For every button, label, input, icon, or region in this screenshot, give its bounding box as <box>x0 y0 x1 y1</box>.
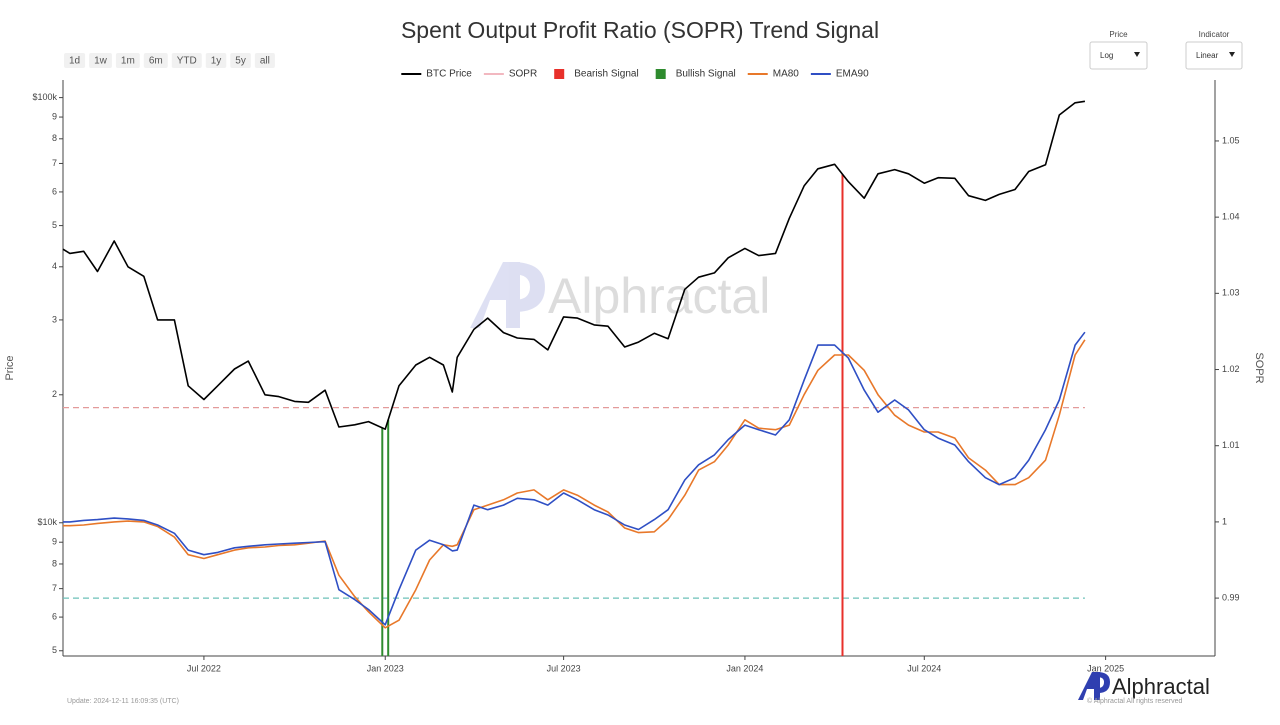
y-tick-label: 8 <box>52 133 57 143</box>
x-tick-label: Jul 2023 <box>547 663 581 673</box>
y-tick-label: 7 <box>52 158 57 168</box>
range-button-bg <box>230 53 251 68</box>
y2-tick-label: 0.99 <box>1222 592 1240 602</box>
range-button-bg <box>171 53 202 68</box>
brand-logo: Alphractal <box>1078 672 1210 700</box>
range-button-bg <box>64 53 86 68</box>
series-line <box>62 100 1086 430</box>
watermark: Alphractal <box>470 262 770 328</box>
x-tick-label: Jul 2024 <box>907 663 941 673</box>
y-tick-label: 2 <box>52 389 57 399</box>
range-button[interactable]: all <box>254 53 275 68</box>
y2-axis-label: SOPR <box>1253 352 1265 383</box>
range-button-bg <box>205 53 227 68</box>
x-tick-label: Jan 2025 <box>1087 663 1124 673</box>
y-tick-label: 3 <box>52 314 57 324</box>
legend-swatch <box>655 69 666 79</box>
y-tick-label: $10k <box>37 517 57 527</box>
dropdown-value: Linear <box>1196 51 1219 60</box>
legend-label: EMA90 <box>836 69 869 80</box>
series-line <box>63 339 1086 629</box>
y2-tick-label: 1.01 <box>1222 440 1240 450</box>
update-note: Update: 2024-12-11 16:09:35 (UTC) <box>67 698 179 705</box>
x-tick-label: Jan 2024 <box>726 663 763 673</box>
control-label: Indicator <box>1199 30 1230 39</box>
y-tick-label: 5 <box>52 645 57 655</box>
brand-text: Alphractal <box>1112 674 1210 699</box>
y-tick-label: 9 <box>52 537 57 547</box>
y-tick-label: 9 <box>52 111 57 121</box>
y2-tick-label: 1.03 <box>1222 288 1240 298</box>
legend: BTC Price SOPR Bearish Signal Bullish Signa… <box>401 69 869 80</box>
range-button-label: 1y <box>211 56 222 67</box>
legend-label: Bearish Signal <box>574 69 638 80</box>
range-button-label: 1d <box>69 56 80 67</box>
y2-tick-label: 1.04 <box>1222 212 1240 222</box>
dropdown-arrow <box>1229 52 1235 57</box>
dropdown-box <box>1185 41 1243 70</box>
y2-tick-label: 1.05 <box>1222 135 1240 145</box>
legend-label: MA80 <box>773 69 800 80</box>
y2-tick-label: 1 <box>1222 516 1227 526</box>
range-button-bg <box>89 53 112 68</box>
range-button[interactable]: YTD <box>171 53 202 68</box>
chart-title: Spent Output Profit Ratio (SOPR) Trend S… <box>401 17 879 43</box>
y-tick-label: 5 <box>52 220 57 230</box>
x-tick-label: Jul 2022 <box>187 663 221 673</box>
range-button-label: 1m <box>121 56 135 67</box>
dropdown[interactable]: Linear <box>1185 41 1243 70</box>
control-label: Price <box>1109 30 1128 39</box>
range-button-label: 6m <box>149 56 163 67</box>
dropdown-value: Log <box>1100 51 1113 60</box>
range-button[interactable]: 6m <box>143 53 168 68</box>
range-button[interactable]: 1m <box>115 53 140 68</box>
watermark-logo <box>470 262 520 328</box>
range-button[interactable]: 1w <box>89 53 112 68</box>
range-button[interactable]: 1y <box>205 53 227 68</box>
range-button[interactable]: 1d <box>64 53 86 68</box>
y-tick-label: 8 <box>52 558 57 568</box>
legend-label: Bullish Signal <box>676 69 736 80</box>
y-tick-label: 6 <box>52 186 57 196</box>
y-tick-label: 6 <box>52 611 57 621</box>
copyright: © Alphractal All rights reserved <box>1087 697 1183 705</box>
range-button-bg <box>143 53 168 68</box>
dropdown-box <box>1089 41 1148 70</box>
y-tick-label: 7 <box>52 583 57 593</box>
y-tick-label: 4 <box>52 261 57 271</box>
y2-tick-label: 1.02 <box>1222 364 1240 374</box>
brand-mark <box>1078 672 1100 700</box>
dropdown[interactable]: Log <box>1089 41 1148 70</box>
range-button-label: 5y <box>235 56 246 67</box>
range-button-bg <box>115 53 140 68</box>
watermark-logo <box>512 262 545 312</box>
watermark-text: Alphractal <box>548 268 770 324</box>
y-axis-label: Price <box>4 355 16 380</box>
y-tick-label: $100k <box>32 92 57 102</box>
range-button-bg <box>254 53 275 68</box>
legend-label: SOPR <box>509 69 537 80</box>
x-tick-label: Jan 2023 <box>367 663 404 673</box>
dropdown-arrow <box>1134 52 1140 57</box>
legend-swatch <box>554 69 565 79</box>
range-button[interactable]: 5y <box>230 53 251 68</box>
range-button-label: all <box>260 56 270 67</box>
brand-mark <box>1097 672 1110 693</box>
series-line <box>63 331 1086 626</box>
range-button-label: YTD <box>177 56 197 67</box>
legend-label: BTC Price <box>426 69 472 80</box>
range-button-label: 1w <box>94 56 108 67</box>
